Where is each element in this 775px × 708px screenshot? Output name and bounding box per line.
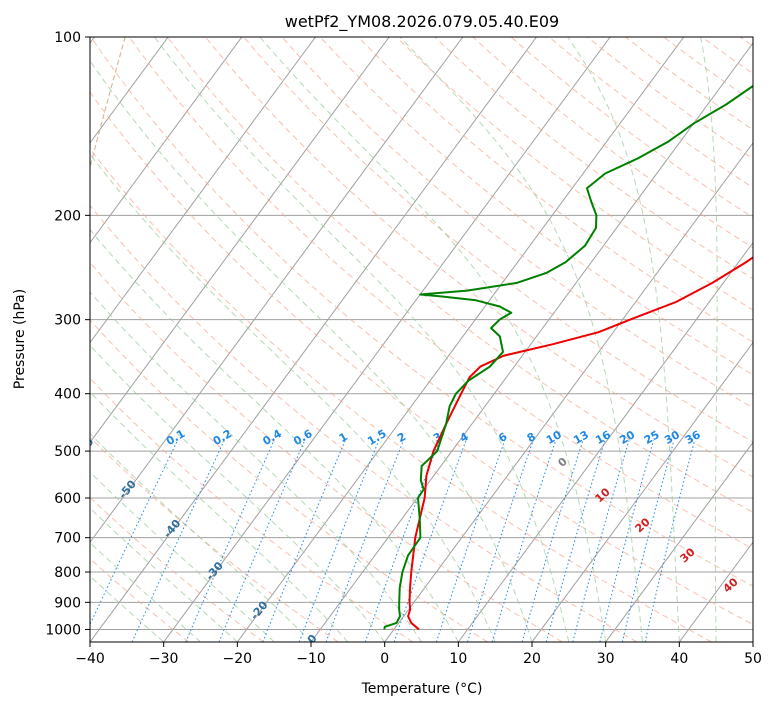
y-tick-label: 600 — [54, 491, 81, 507]
moist-adiabat — [90, 228, 459, 642]
isotherm-line — [457, 241, 753, 642]
x-tick-label: 10 — [449, 651, 467, 667]
mixing-ratio-line — [218, 440, 306, 642]
moist-adiabat — [90, 391, 349, 642]
y-axis-title: Pressure (hPa) — [12, 289, 28, 389]
axes: −40 −30 −20 −10 0 10 20 30 40 50 1000 900 800 700 600 5… — [45, 30, 762, 667]
isotherm-line — [163, 37, 611, 642]
moist-adiabat — [90, 344, 386, 642]
x-tick-label: 30 — [597, 651, 615, 667]
isotherm-line — [605, 441, 753, 642]
x-tick-label: −30 — [149, 651, 179, 667]
isotherm-line — [90, 37, 316, 344]
isotherm-line — [90, 37, 537, 642]
x-tick-label: 40 — [670, 651, 688, 667]
x-tick-label: −10 — [296, 651, 326, 667]
isotherm-line — [310, 42, 753, 642]
temperature-trace — [407, 256, 753, 631]
isotherm-line — [384, 142, 753, 642]
moist-adiabat — [154, 37, 570, 642]
mixing-ratio-line — [572, 440, 630, 642]
dry-adiabat — [166, 37, 753, 513]
y-tick-label: 1000 — [45, 622, 81, 638]
x-tick-label: −40 — [75, 651, 105, 667]
moist-adiabat — [399, 37, 643, 642]
isotherm-line — [236, 37, 685, 642]
dry-adiabat — [90, 37, 753, 587]
plot-area: 0.10.20.40.611.52346810131620253036-100-… — [31, 37, 753, 656]
dry-adiabat — [319, 37, 753, 376]
isotherm-line — [90, 37, 464, 544]
isotherm-line — [752, 641, 753, 642]
moist-adiabat — [90, 471, 275, 642]
dry-adiabat — [510, 37, 753, 219]
dry-adiabat — [90, 204, 638, 642]
mixing-ratio-line — [521, 440, 584, 642]
moist-adiabat — [259, 37, 607, 642]
reference-dashed-curve — [90, 37, 126, 170]
y-tick-label: 400 — [54, 387, 81, 403]
moist-adiabat — [90, 575, 165, 642]
dewpoint-trace — [383, 84, 753, 630]
isotherm-line — [531, 341, 753, 642]
isotherm-line — [90, 37, 169, 144]
mixing-ratio-line — [467, 440, 534, 642]
dry-adiabat — [128, 37, 753, 550]
x-tick-label: 0 — [380, 651, 389, 667]
y-tick-label: 100 — [54, 30, 81, 46]
y-tick-label: 800 — [54, 565, 81, 581]
moist-adiabat — [90, 153, 496, 642]
mixing-ratio-line — [435, 440, 506, 642]
dry-adiabat — [205, 37, 753, 478]
x-tick-label: −20 — [223, 651, 253, 667]
mixing-ratio-line — [644, 440, 696, 642]
dry-adiabat — [90, 261, 563, 642]
y-tick-label: 900 — [54, 595, 81, 611]
mixing-ratio-line — [185, 440, 275, 642]
y-tick-label: 700 — [54, 531, 81, 547]
x-tick-label: 50 — [744, 651, 762, 667]
mixing-ratio-line — [131, 440, 225, 642]
plot-frame — [89, 36, 754, 643]
chart-title: wetPf2_YM08.2026.079.05.40.E09 — [285, 12, 559, 32]
x-tick-label: 20 — [523, 651, 541, 667]
mixing-ratio-line — [298, 440, 380, 642]
dry-adiabat — [90, 496, 264, 642]
moist-adiabat — [567, 37, 680, 642]
y-tick-label: 200 — [54, 208, 81, 224]
mixing-ratio-line — [491, 440, 557, 642]
isotherm-label: -70 — [31, 393, 54, 417]
y-tick-label: 300 — [54, 313, 81, 329]
mixing-ratio-line — [545, 440, 606, 642]
x-axis-title: Temperature (°C) — [361, 681, 483, 697]
moist-adiabat — [90, 432, 312, 642]
dry-adiabat — [90, 91, 753, 626]
dry-adiabat — [357, 37, 753, 343]
moist-adiabat — [700, 37, 718, 642]
mixing-ratio-line — [262, 440, 346, 642]
dry-adiabat — [587, 37, 753, 160]
mixing-ratio-line — [621, 440, 675, 642]
isotherm-label: -10 — [297, 632, 320, 656]
moist-adiabat — [90, 541, 201, 642]
isotherm-line — [90, 37, 390, 444]
isotherm-label: -60 — [74, 435, 97, 459]
mixing-ratio-line — [90, 440, 178, 626]
dry-adiabat — [90, 377, 414, 642]
y-tick-label: 500 — [54, 444, 81, 460]
moist-adiabat — [90, 507, 238, 642]
plot-background — [90, 37, 753, 642]
dry-adiabat — [396, 37, 753, 311]
dry-adiabat — [90, 147, 712, 642]
dry-adiabat — [548, 37, 753, 189]
moist-adiabat — [90, 60, 533, 642]
moist-adiabat — [90, 291, 422, 642]
